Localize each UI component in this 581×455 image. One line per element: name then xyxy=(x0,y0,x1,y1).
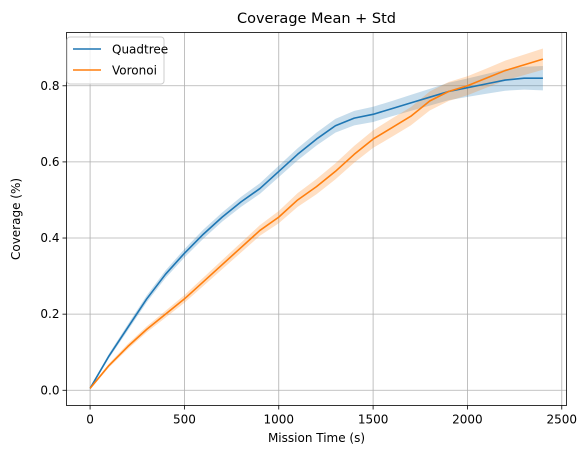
chart-title: Coverage Mean + Std xyxy=(237,11,396,27)
std-bands xyxy=(90,48,543,390)
x-axis-label: Mission Time (s) xyxy=(268,431,365,445)
y-tick-label: 0.8 xyxy=(40,79,59,93)
x-tick-label: 1000 xyxy=(263,413,294,427)
legend-label-voronoi: Voronoi xyxy=(112,64,157,78)
mean-lines xyxy=(89,58,544,389)
std-band-voronoi xyxy=(90,48,543,390)
x-tick-label: 1500 xyxy=(358,413,389,427)
y-tick-label: 0.4 xyxy=(40,231,59,245)
y-tick-label: 0.0 xyxy=(40,383,59,397)
x-axis-ticks: 0 500 1000 1500 2000 2500 xyxy=(86,405,578,427)
plot-frame xyxy=(66,32,567,406)
mean-line-voronoi xyxy=(89,58,544,389)
legend: Quadtree Voronoi xyxy=(66,36,168,85)
grid xyxy=(66,32,567,406)
std-band-quadtree xyxy=(90,65,543,390)
mean-line-quadtree xyxy=(89,77,543,389)
y-axis-ticks: 0.0 0.2 0.4 0.6 0.8 xyxy=(40,79,67,397)
y-axis-label: Coverage (%) xyxy=(9,178,23,260)
x-tick-label: 2500 xyxy=(547,413,578,427)
legend-label-quadtree: Quadtree xyxy=(112,43,168,57)
x-tick-label: 2000 xyxy=(452,413,483,427)
x-tick-label: 0 xyxy=(86,413,94,427)
y-tick-label: 0.2 xyxy=(40,307,59,321)
x-tick-label: 500 xyxy=(173,413,196,427)
y-tick-label: 0.6 xyxy=(40,155,59,169)
